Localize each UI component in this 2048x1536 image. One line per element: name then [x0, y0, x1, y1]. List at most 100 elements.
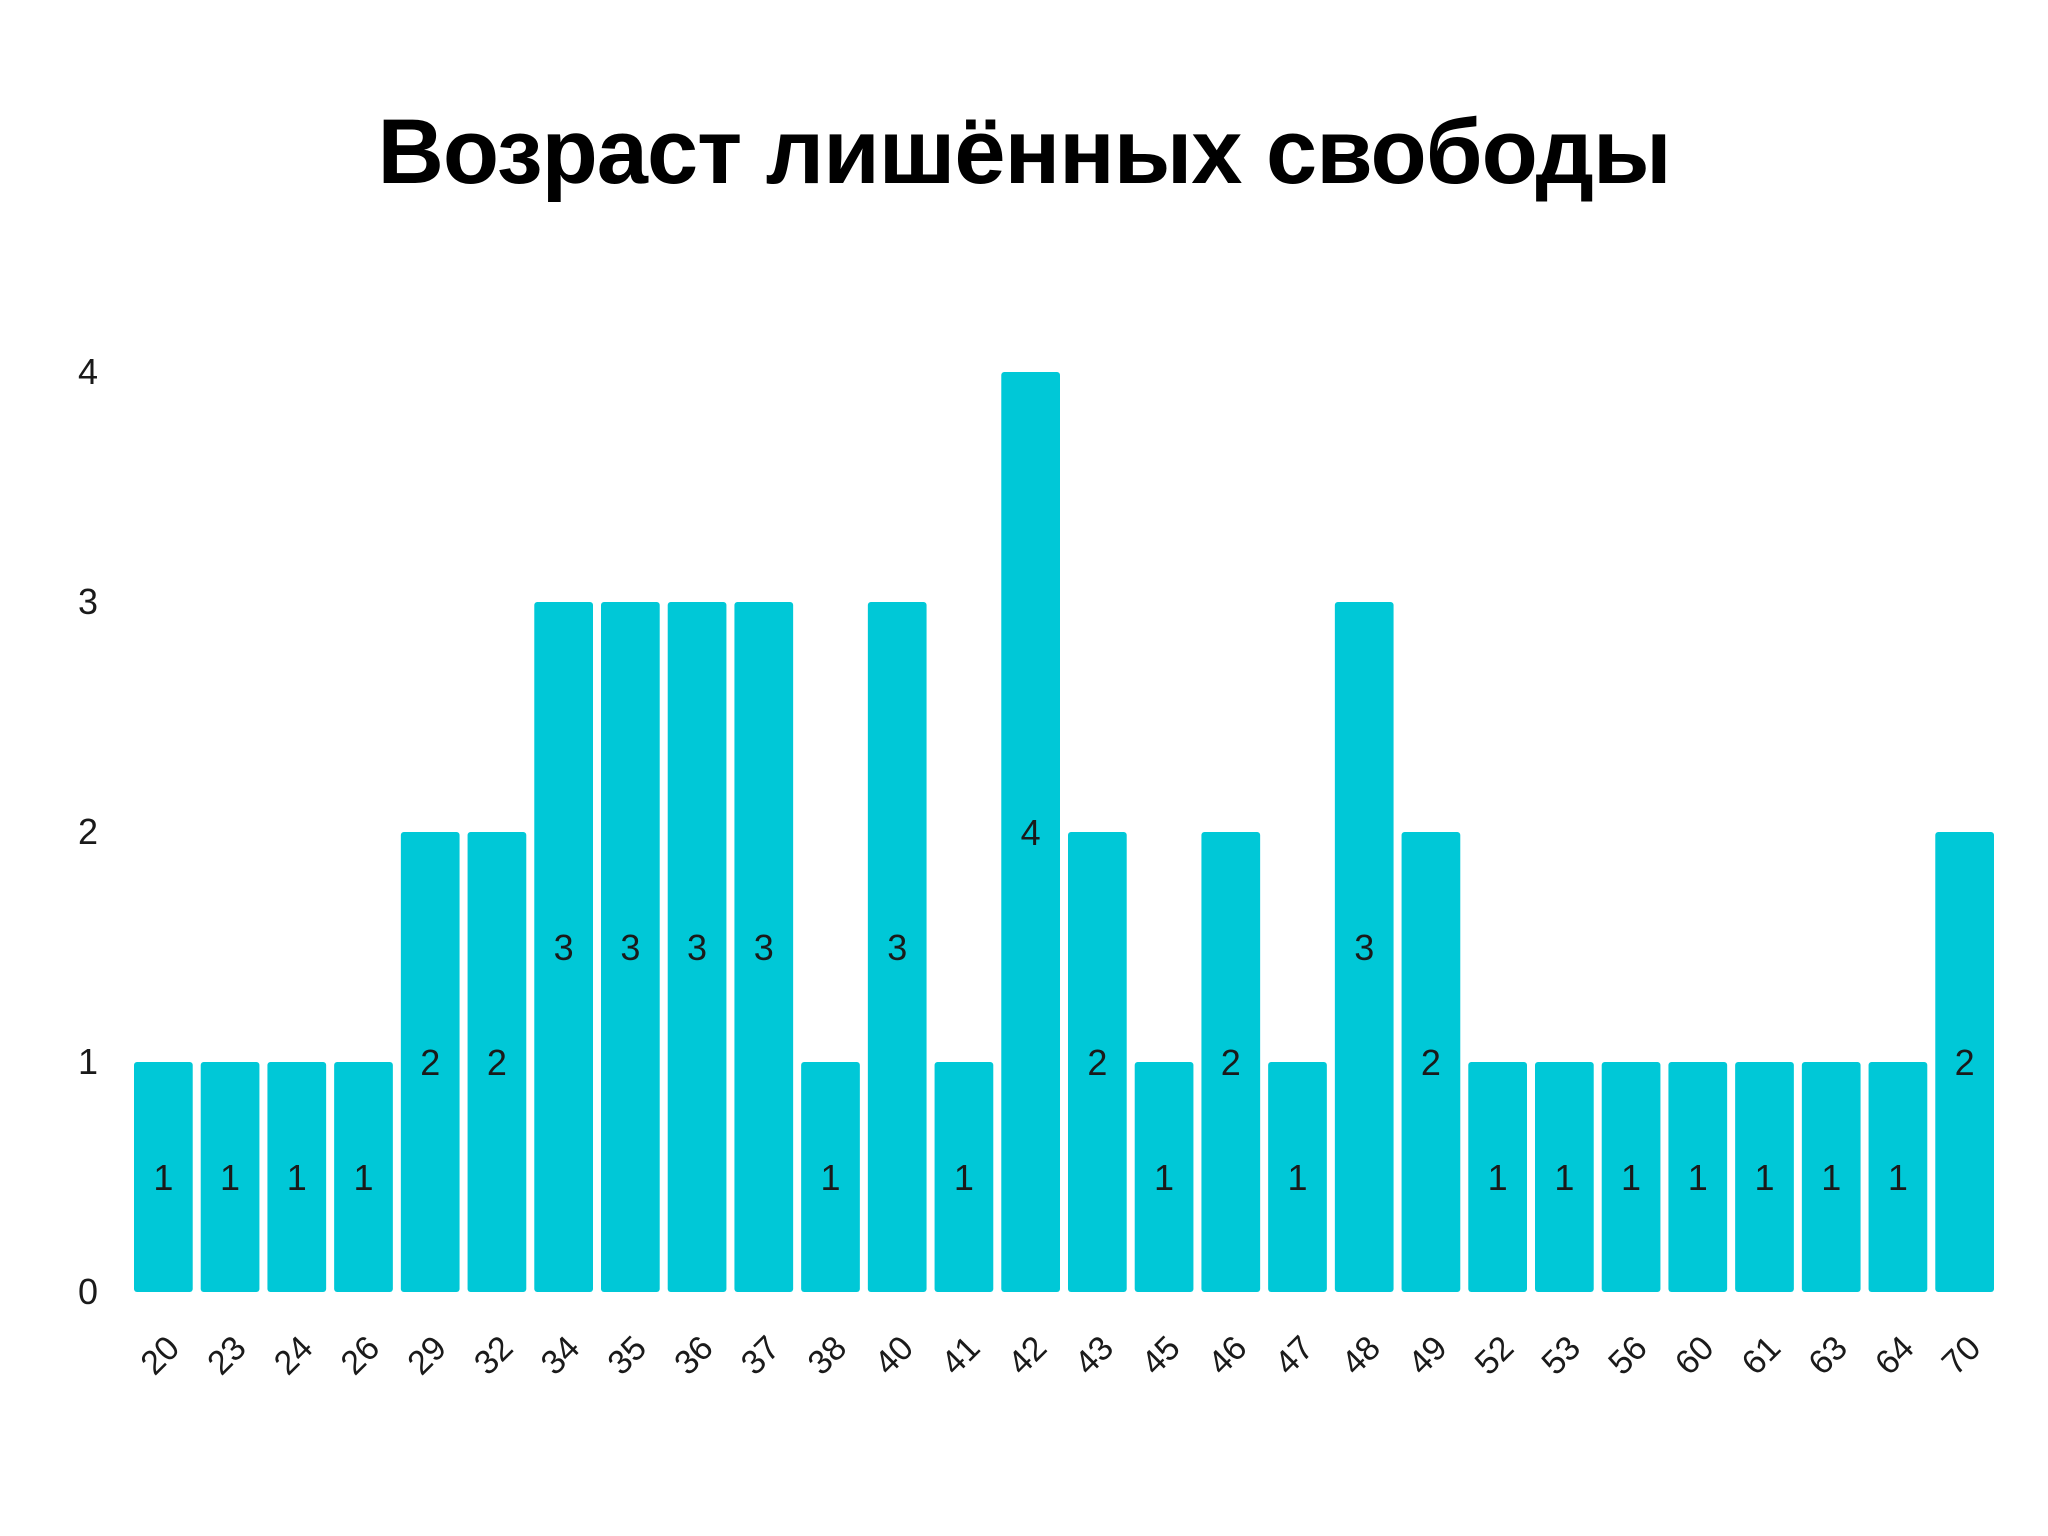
x-tick-label: 43 [1067, 1329, 1121, 1383]
x-tick: 34 [534, 1329, 588, 1383]
x-tick: 20 [133, 1329, 187, 1383]
x-tick-label: 61 [1735, 1329, 1789, 1383]
x-tick-label: 60 [1668, 1329, 1722, 1383]
data-label: 2 [420, 1042, 440, 1083]
x-tick: 48 [1334, 1329, 1388, 1383]
data-label: 1 [820, 1157, 840, 1198]
x-tick-label: 49 [1401, 1329, 1455, 1383]
y-tick: 3 [78, 581, 98, 622]
x-tick-label: 42 [1001, 1329, 1055, 1383]
bar [734, 602, 794, 1292]
chart-title: Возраст лишённых свободы [377, 101, 1671, 203]
x-tick-label: 29 [400, 1329, 454, 1383]
bar [400, 832, 460, 1292]
bar [1201, 832, 1261, 1292]
data-label: 1 [1287, 1157, 1307, 1198]
bar [1601, 1062, 1661, 1292]
x-tick-label: 23 [200, 1329, 254, 1383]
data-label: 1 [954, 1157, 974, 1198]
y-axis: 0 1 2 3 4 [78, 351, 98, 1312]
bar [467, 832, 527, 1292]
x-tick: 43 [1067, 1329, 1121, 1383]
data-label: 1 [1554, 1157, 1574, 1198]
x-tick: 49 [1401, 1329, 1455, 1383]
data-label: 3 [554, 927, 574, 968]
x-tick: 29 [400, 1329, 454, 1383]
y-tick: 0 [78, 1271, 98, 1312]
bar [1134, 1062, 1194, 1292]
y-tick: 4 [78, 351, 98, 392]
x-tick: 24 [267, 1329, 321, 1383]
bar [134, 1062, 193, 1292]
bar [1868, 1062, 1928, 1292]
data-label: 1 [1754, 1157, 1774, 1198]
x-tick: 32 [467, 1329, 521, 1383]
x-tick-label: 64 [1868, 1329, 1922, 1383]
x-tick-label: 56 [1601, 1329, 1655, 1383]
y-tick-label: 4 [78, 351, 98, 392]
bar [601, 602, 660, 1292]
x-tick: 26 [334, 1329, 388, 1383]
x-tick: 40 [867, 1329, 921, 1383]
bar [1068, 832, 1127, 1292]
y-tick-label: 0 [78, 1271, 98, 1312]
bar [1001, 372, 1060, 1292]
x-tick: 41 [934, 1329, 988, 1383]
x-tick: 52 [1468, 1329, 1522, 1383]
data-label: 2 [1221, 1042, 1241, 1083]
data-label: 1 [1888, 1157, 1908, 1198]
data-label: 3 [887, 927, 907, 968]
bar [200, 1062, 260, 1292]
x-tick-label: 26 [334, 1329, 388, 1383]
x-tick-label: 38 [801, 1329, 855, 1383]
bar [1468, 1062, 1527, 1292]
x-tick: 64 [1868, 1329, 1922, 1383]
x-tick-label: 35 [600, 1329, 654, 1383]
x-tick-label: 47 [1268, 1329, 1322, 1383]
x-tick-label: 40 [867, 1329, 921, 1383]
x-tick-label: 24 [267, 1329, 321, 1383]
x-tick-label: 36 [667, 1329, 721, 1383]
data-label: 3 [754, 927, 774, 968]
bar [667, 602, 727, 1292]
x-tick: 60 [1668, 1329, 1722, 1383]
data-label: 4 [1021, 812, 1041, 853]
x-axis: 20 23 24 26 29 32 34 35 36 37 38 40 41 42 43 45 46 47 48 49… [133, 1329, 1988, 1383]
x-tick: 70 [1935, 1329, 1989, 1383]
x-tick-label: 32 [467, 1329, 521, 1383]
x-tick: 53 [1534, 1329, 1588, 1383]
x-tick: 61 [1735, 1329, 1789, 1383]
x-tick: 38 [801, 1329, 855, 1383]
data-label: 1 [1488, 1157, 1508, 1198]
x-tick: 45 [1134, 1329, 1188, 1383]
x-tick-label: 53 [1534, 1329, 1588, 1383]
data-label: 1 [1621, 1157, 1641, 1198]
x-tick-label: 45 [1134, 1329, 1188, 1383]
x-tick: 23 [200, 1329, 254, 1383]
data-label: 3 [620, 927, 640, 968]
y-tick-label: 2 [78, 811, 98, 852]
x-tick-label: 52 [1468, 1329, 1522, 1383]
bar [1535, 1062, 1594, 1292]
x-tick-label: 63 [1801, 1329, 1855, 1383]
bar [534, 602, 593, 1292]
bar [801, 1062, 860, 1292]
x-tick: 36 [667, 1329, 721, 1383]
bar [934, 1062, 994, 1292]
x-tick-label: 20 [133, 1329, 187, 1383]
x-tick: 47 [1268, 1329, 1322, 1383]
data-label: 1 [220, 1157, 240, 1198]
y-tick: 1 [78, 1041, 98, 1082]
bar [1668, 1062, 1728, 1292]
x-tick: 56 [1601, 1329, 1655, 1383]
x-tick-label: 70 [1935, 1329, 1989, 1383]
bar [1268, 1062, 1327, 1292]
bar [1334, 602, 1394, 1292]
bars [134, 372, 1994, 1292]
data-label: 2 [1421, 1042, 1441, 1083]
bar [1935, 832, 1994, 1292]
x-tick: 42 [1001, 1329, 1055, 1383]
y-tick-label: 1 [78, 1041, 98, 1082]
bar [334, 1062, 393, 1292]
